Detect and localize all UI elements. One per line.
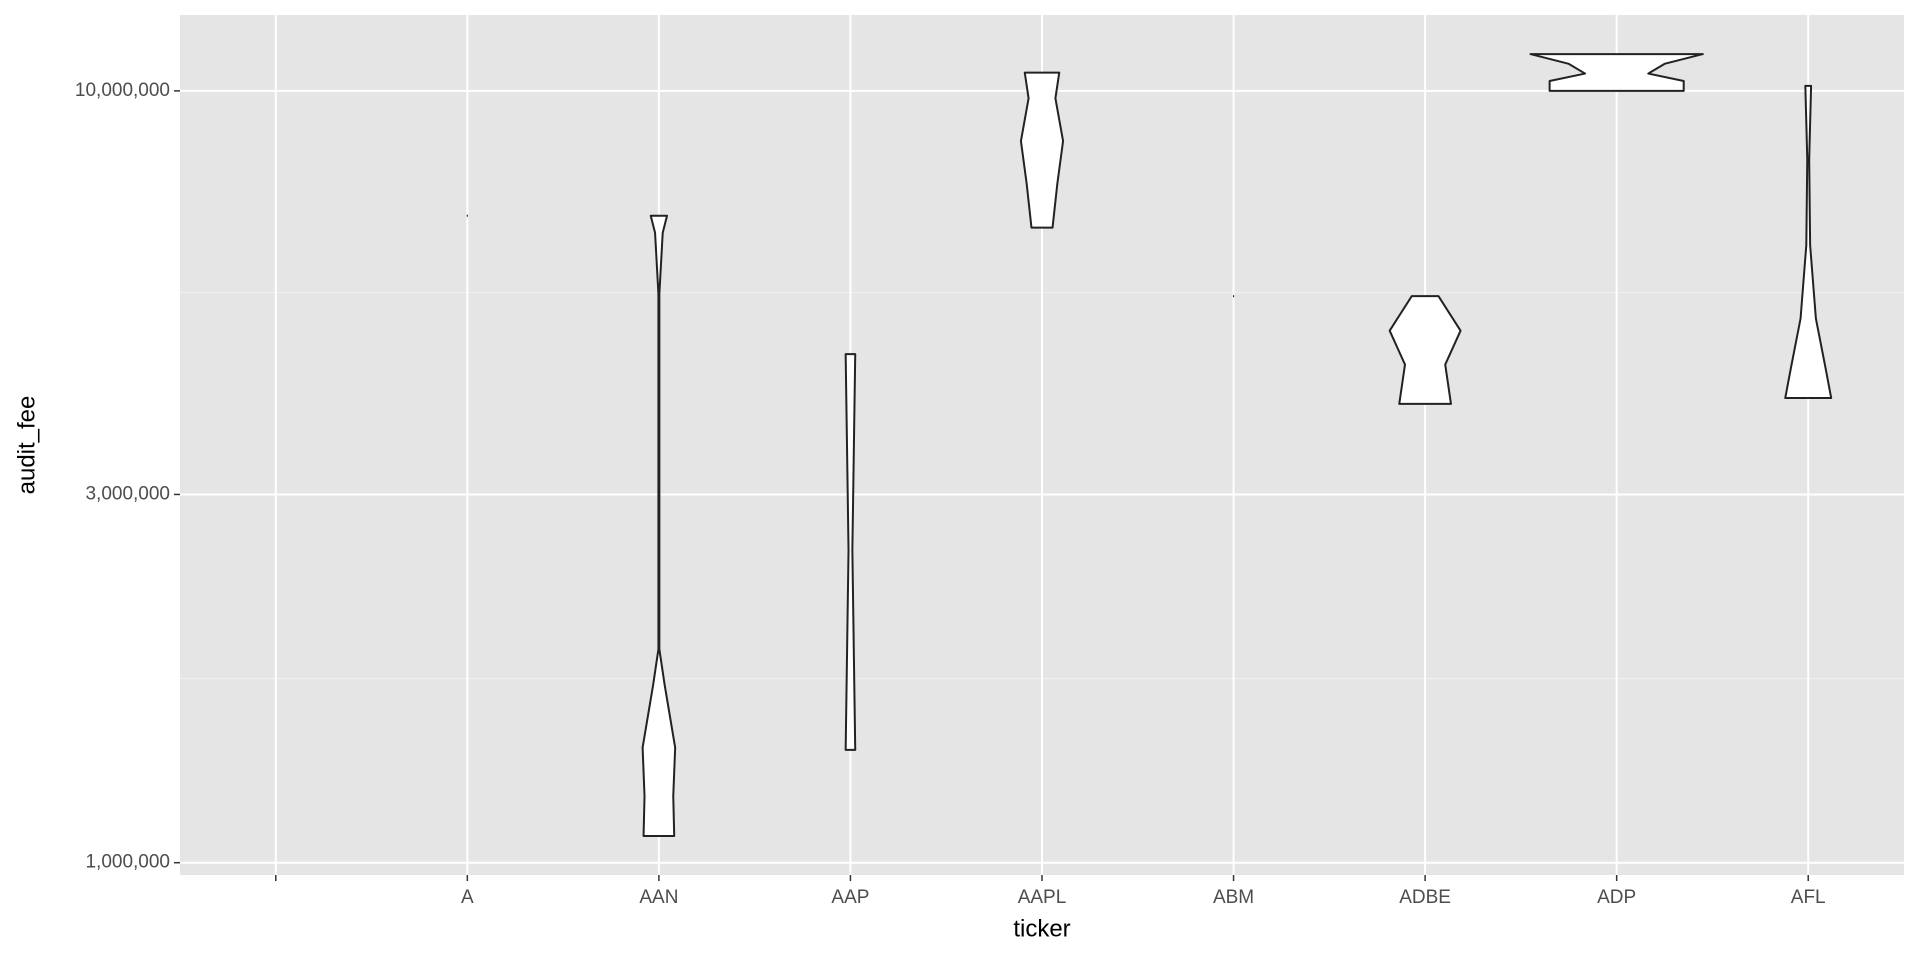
- x-tick-label: AAP: [831, 887, 869, 908]
- x-tick-label: AFL: [1791, 887, 1826, 908]
- x-tick-label: ADBE: [1399, 887, 1451, 908]
- y-axis-title: audit_fee: [13, 396, 40, 495]
- x-tick-label: ABM: [1213, 887, 1254, 908]
- y-tick-label: 1,000,000: [85, 852, 170, 873]
- y-tick-label: 10,000,000: [75, 80, 170, 101]
- x-tick-label: A: [461, 887, 474, 908]
- violin: [844, 353, 857, 751]
- violin: [1019, 71, 1065, 229]
- violin: [1388, 295, 1462, 405]
- violin: [1529, 53, 1704, 92]
- x-tick-label: ADP: [1597, 887, 1636, 908]
- violin: [641, 214, 677, 837]
- x-axis-title: ticker: [1013, 915, 1070, 942]
- y-tick-label: 3,000,000: [85, 483, 170, 504]
- violin: [1784, 84, 1833, 400]
- x-tick-label: AAPL: [1018, 887, 1067, 908]
- x-tick-label: AAN: [639, 887, 678, 908]
